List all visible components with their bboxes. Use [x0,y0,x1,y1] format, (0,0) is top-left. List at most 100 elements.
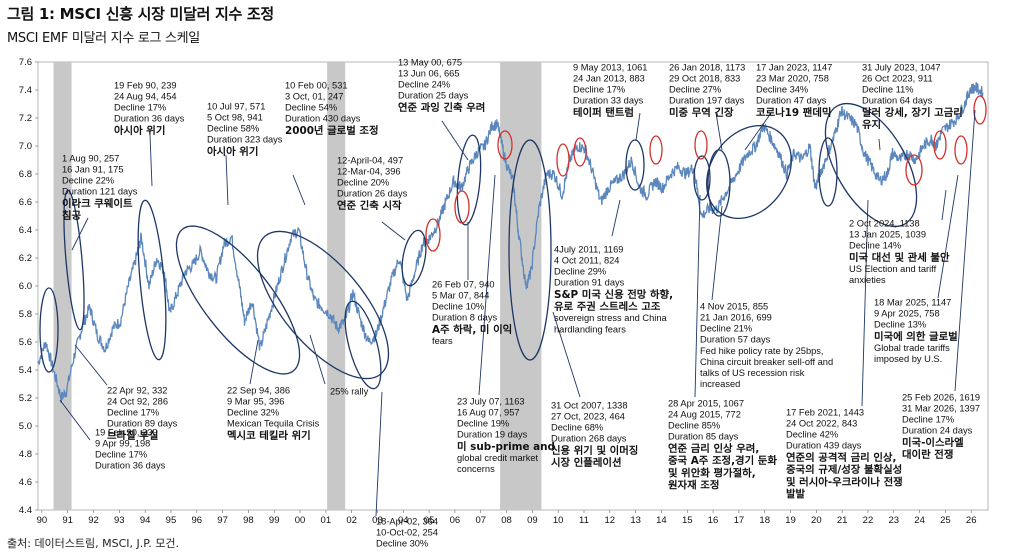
annotation-block: 18 Mar 2025, 1147 9 Apr 2025, 758Decline … [874,297,958,364]
annotation-line: 16 Aug 07, 957 [457,408,520,418]
annotation-title: 2000년 글로벌 조정 [285,124,379,137]
annotation-title: 원자재 조정 [668,479,719,492]
y-tick-label: 7.4 [19,85,32,96]
annotation-title: 및 위안화 평가절하, [668,466,756,479]
x-tick-label: 13 [630,515,641,526]
x-tick-label: 09 [527,515,538,526]
annotation-line: 1 Aug 90, 257 [62,153,119,163]
x-tick-label: 18 [759,515,770,526]
annotation-line: 24 Aug 2015, 772 [668,410,741,420]
annotation-title: 미국에 의한 글로벌 [874,330,958,343]
x-tick-label: 24 [914,515,925,526]
y-tick-label: 6.4 [19,225,32,236]
annotation-line: Duration 91 days [554,278,625,288]
annotation-line: Decline 17% [95,450,147,460]
y-tick-label: 6.2 [19,253,32,264]
correction-ellipse [707,149,731,217]
annotation-line: Duration 323 days [207,135,283,145]
annotation-line: Duration 25 days [398,91,469,101]
annotation-title: S&P 미국 신용 전망 하향, [554,288,673,301]
annotation-line: Duration 268 days [551,434,627,444]
y-tick-label: 6.0 [19,281,32,292]
small-correction-marker [694,130,708,160]
annotation-title: 중국 A주 조정,경기 둔화 [668,454,777,467]
annotation-title: 미국-이스라엘 [902,436,964,449]
annotation-line: Decline 21% [700,324,752,334]
annotation-line: Decline 13% [874,320,926,330]
annotation-line: 18 Mar 2025, 1147 [874,297,951,307]
leader-line [552,311,581,398]
annotation-line: Decline 20% [337,178,389,188]
x-tick-label: 26 [966,515,977,526]
annotation-title: 신용 위기 및 이머징 [551,444,638,457]
x-tick-label: 01 [321,515,332,526]
annotation-line: Decline 27% [669,85,721,95]
leader-line [937,174,959,299]
annotation-line: Duration 85 days [668,432,739,442]
x-tick-label: 21 [837,515,848,526]
leader-line [711,205,723,301]
page-title: 그림 1: MSCI 신흥 시장 미달러 지수 조정 [7,5,274,23]
leader-line [694,194,701,398]
y-tick-label: 4.4 [19,505,32,516]
annotation-title: 중국의 규제/성장 불확실성 [786,463,902,476]
leader-line [954,109,976,392]
leader-line [635,112,641,141]
annotation-line: China circuit breaker sell-off and [700,357,833,367]
leader-line [878,138,881,151]
x-tick-label: 92 [88,515,99,526]
leader-line [375,391,383,517]
annotation-line: Duration 33 days [573,96,644,106]
annotation-line: 9 Apr 2025, 758 [874,309,940,319]
annotation-title: 유지 [862,118,881,131]
annotation-line: 17 Jan 2023, 1147 [756,62,832,72]
annotation-line: Decline 19% [457,419,509,429]
annotation-line: Decline 17% [114,103,166,113]
annotation-title: 발발 [786,488,806,501]
annotation-line: 24 Jan 2013, 883 [573,74,645,84]
y-tick-label: 7.0 [19,141,32,152]
annotation-line: 24 Aug 94, 454 [114,92,177,102]
annotation-line: Decline 30% [376,539,428,549]
leader-line [292,174,306,206]
annotation-title: 브라질 부실 [107,429,158,442]
correction-ellipse [693,155,711,201]
leader-line [478,174,496,396]
y-tick-label: 4.6 [19,477,32,488]
annotation-line: Duration 26 days [337,189,408,199]
annotation-line: Decline 32% [227,408,279,418]
correction-ellipse [63,189,85,331]
leader-line [381,221,406,241]
small-correction-marker [954,135,968,165]
annotation-line: Decline 14% [849,241,901,251]
annotation-line: 23 July 07, 1163 [457,396,525,406]
annotation-line: Decline 42% [786,430,838,440]
annotation-line: Duration 8 days [432,313,497,323]
annotation-line: 4July 2011, 1169 [554,244,623,254]
annotation-line: Duration 19 days [457,430,528,440]
annotation-line: Decline 85% [668,421,720,431]
correction-ellipse [456,134,482,226]
annotation-line: 19 Feb 90, 239 [95,427,158,437]
annotation-line: 27 Oct, 2023, 464 [551,412,625,422]
small-correction-marker [556,143,570,177]
annotation-line: Duration 36 days [95,461,166,471]
leader-lines [59,109,976,517]
annotation-title: 미중 무역 긴장 [669,106,734,119]
x-tick-label: 02 [346,515,357,526]
annotation-line: Duration 57 days [700,335,771,345]
annotation-line: sovereign stress and China [554,313,667,323]
annotation-line: talks of US recession risk [700,368,805,378]
annotation-block: 31 Oct 2007, 1338 27 Oct, 2023, 464Declin… [551,400,638,469]
x-tick-label: 23 [888,515,899,526]
y-tick-label: 7.2 [19,113,32,124]
x-tick-label: 06 [450,515,461,526]
annotation-line: 2 Oct 2024, 1138 [849,218,920,228]
x-tick-label: 98 [243,515,254,526]
x-tick-label: 07 [475,515,486,526]
annotation-line: 19 Feb 90, 239 [114,80,177,90]
y-tick-label: 5.8 [19,309,32,320]
